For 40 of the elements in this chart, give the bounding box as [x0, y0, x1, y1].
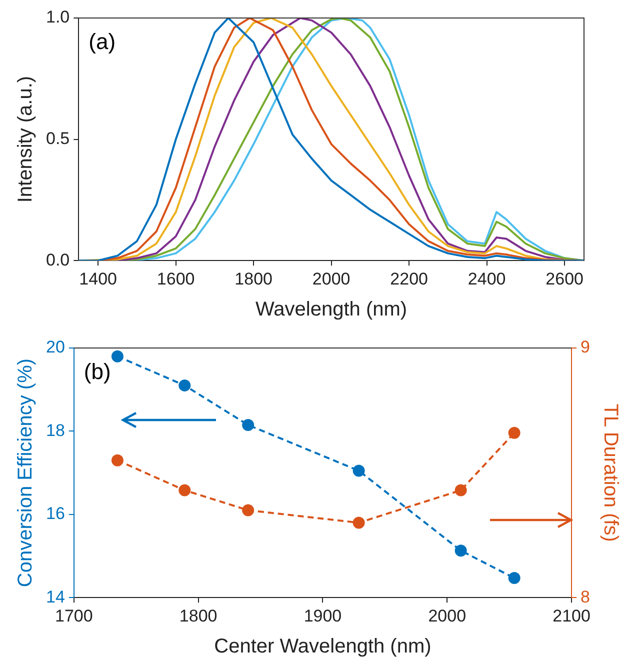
point: [454, 484, 467, 496]
y-axis-title: Conversion Efficiency (%): [14, 358, 37, 588]
y2-tick-label: 9: [580, 338, 590, 357]
point: [508, 426, 520, 439]
annotation: (b): [84, 359, 111, 384]
x-tick-label: 2100: [552, 606, 590, 626]
x-tick-label: 1800: [179, 606, 218, 626]
y-tick-label: 20: [46, 338, 65, 357]
y-tick-label: 18: [46, 420, 65, 440]
point: [111, 454, 124, 466]
y-tick-label: 16: [46, 504, 65, 524]
y-tick-label: 0.0: [46, 250, 70, 270]
point: [178, 484, 191, 496]
y-tick-label: 1.0: [46, 8, 70, 27]
annotation: (a): [88, 29, 116, 54]
x-tick-label: 2400: [468, 269, 506, 288]
y-axis-title: Intensity (a.u.): [14, 76, 37, 203]
x-tick-label: 2000: [312, 269, 350, 288]
x-tick-label: 1700: [54, 606, 93, 626]
x-axis-title: Center Wavelength (nm): [214, 636, 432, 658]
point: [352, 464, 365, 477]
point: [242, 418, 254, 431]
point: [242, 504, 254, 516]
x-tick-label: 2200: [390, 269, 428, 288]
x-tick-label: 2000: [428, 606, 466, 626]
x-tick-label: 2600: [546, 269, 584, 288]
point: [111, 350, 124, 362]
x-tick-label: 1900: [304, 606, 342, 626]
point: [178, 379, 191, 392]
y-tick-label: 0.5: [46, 128, 70, 148]
x-tick-label: 1800: [234, 269, 272, 288]
point: [508, 572, 520, 584]
y2-axis-title: TL Duration (fs): [599, 404, 622, 542]
y-tick-label: 14: [46, 587, 65, 606]
x-axis-title: Wavelength (nm): [256, 298, 408, 321]
x-tick-label: 1600: [156, 269, 195, 288]
point: [454, 544, 467, 557]
x-tick-label: 1400: [79, 269, 117, 288]
point: [352, 516, 365, 529]
y2-tick-label: 8: [580, 587, 590, 606]
